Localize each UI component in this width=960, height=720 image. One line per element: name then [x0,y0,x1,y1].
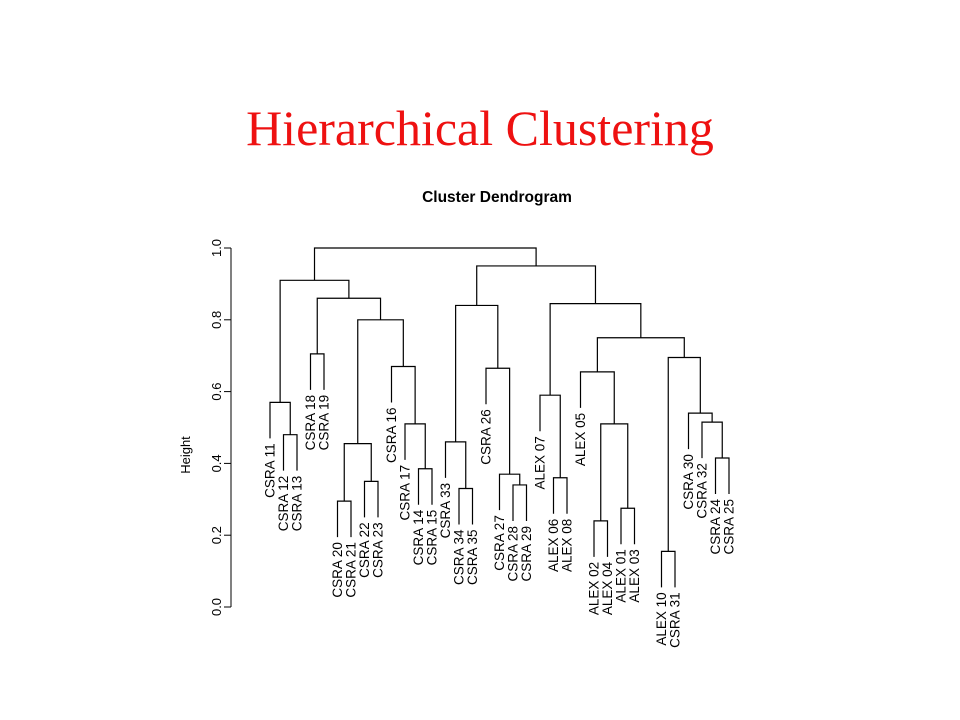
merge-link [476,265,597,306]
merge-link [343,443,372,502]
leaf-label: CSRA 20 [330,542,345,598]
leaf-label: CSRA 24 [708,499,723,555]
slide-title: Hierarchical Clustering [246,100,714,156]
leaf-label: ALEX 05 [573,413,588,466]
leaf-label: CSRA 18 [303,395,318,451]
leaf-label: CSRA 33 [438,483,453,539]
merge-link [600,423,629,521]
y-axis: 0.0 0.2 0.4 0.6 0.8 1.0 [209,239,232,616]
merge-link [498,473,521,511]
merge-link [336,500,352,538]
leaf-label: CSRA 32 [695,463,710,519]
merge-link [512,484,528,521]
leaf-label: CSRA 14 [411,509,426,565]
leaf-label: ALEX 02 [587,562,602,615]
merge-link [404,423,426,469]
merge-link [701,421,723,459]
leaf-label: CSRA 25 [722,499,737,555]
leaf-label: ALEX 06 [546,519,561,572]
leaf-label: CSRA 11 [263,443,278,498]
merge-link [596,337,685,372]
merge-link [687,412,713,450]
merge-link [552,477,568,514]
merge-link [660,550,676,588]
y-tick-label: 0.2 [209,526,224,544]
leaf-label: ALEX 07 [533,436,548,489]
chart-title: Cluster Dendrogram [422,189,572,206]
leaf-label: CSRA 23 [371,522,386,578]
leaf-label: CSRA 29 [519,526,534,582]
dendrogram-links [269,247,730,588]
y-axis-label: Height [178,436,193,474]
y-tick-label: 0.6 [209,383,224,401]
merge-link [549,303,642,396]
leaf-label: CSRA 28 [506,526,521,582]
merge-link [714,457,730,495]
leaf-label: CSRA 21 [344,542,359,598]
merge-link [316,297,382,354]
merge-link [458,487,474,525]
y-tick-label: 0.8 [209,311,224,329]
merge-link [313,247,537,281]
merge-link [593,520,609,557]
leaf-label: CSRA 19 [317,395,332,451]
y-tick-label: 1.0 [209,239,224,257]
merge-link [620,507,636,545]
leaf-label: CSRA 26 [479,409,494,465]
leaf-label: CSRA 22 [357,522,372,578]
leaf-label: CSRA 13 [290,476,305,532]
leaf-label: ALEX 01 [614,549,629,602]
leaf-label: CSRA 30 [681,454,696,510]
leaf-label: ALEX 03 [627,549,642,602]
leaf-label: CSRA 27 [492,515,507,571]
leaf-label: CSRA 15 [425,510,440,566]
merge-link [444,441,467,489]
merge-link [417,468,433,505]
y-tick-label: 0.4 [209,454,224,472]
leaf-label: CSRA 31 [668,592,683,648]
leaf-label: ALEX 04 [600,561,615,615]
leaf-label: ALEX 08 [560,519,575,572]
leaf-label: CSRA 16 [384,407,399,463]
leaf-label: CSRA 17 [398,465,413,521]
merge-link [269,401,291,439]
leaf-label: ALEX 10 [654,592,669,645]
leaf-label: CSRA 12 [276,476,291,532]
merge-link [282,434,298,471]
merge-link [309,353,325,390]
y-tick-label: 0.0 [209,598,224,616]
leaf-label: CSRA 34 [452,529,467,585]
merge-link [363,480,379,518]
leaf-label: CSRA 35 [465,530,480,586]
